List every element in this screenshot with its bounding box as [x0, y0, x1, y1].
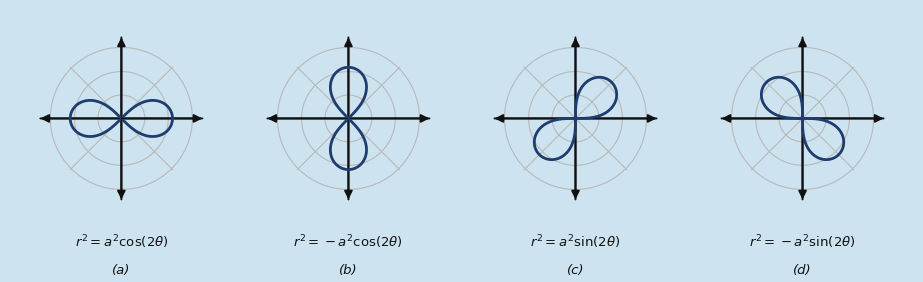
- Text: (d): (d): [793, 264, 812, 277]
- Text: $r^2 = a^2\cos(2\theta)$: $r^2 = a^2\cos(2\theta)$: [75, 234, 168, 251]
- Text: (a): (a): [113, 264, 130, 277]
- Text: $r^2 = a^2\sin(2\theta)$: $r^2 = a^2\sin(2\theta)$: [531, 234, 620, 251]
- Text: $r^2 = -a^2\cos(2\theta)$: $r^2 = -a^2\cos(2\theta)$: [294, 234, 403, 251]
- Text: $r^2 = -a^2\sin(2\theta)$: $r^2 = -a^2\sin(2\theta)$: [749, 234, 856, 251]
- Text: (c): (c): [567, 264, 584, 277]
- Text: (b): (b): [339, 264, 358, 277]
